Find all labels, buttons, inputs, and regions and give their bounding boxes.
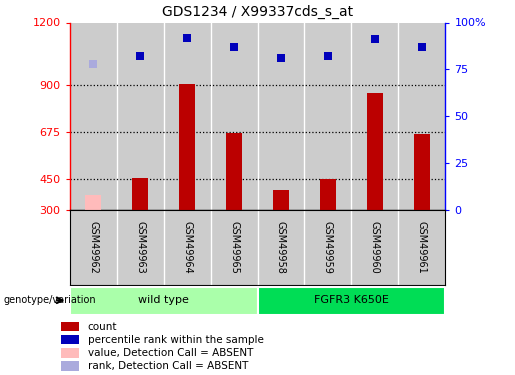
Bar (352, 22, 399, 210)
Bar (352, 210, 399, 285)
Bar (367, 93, 383, 210)
Bar (70, 22, 116, 210)
Bar (164, 22, 211, 210)
Text: wild type: wild type (138, 295, 189, 305)
Text: GSM49962: GSM49962 (88, 221, 98, 274)
Bar (399, 22, 445, 210)
Bar (414, 134, 430, 210)
Point (418, 44, 426, 50)
Point (230, 44, 238, 50)
Text: GSM49965: GSM49965 (229, 221, 239, 274)
Bar (304, 22, 352, 210)
Bar (61, 322, 79, 332)
Bar (116, 22, 164, 210)
Bar (258, 22, 304, 210)
Bar (258, 210, 304, 285)
Bar (61, 335, 79, 345)
Text: FGFR3 K650E: FGFR3 K650E (314, 295, 389, 305)
Text: GSM49958: GSM49958 (276, 221, 286, 274)
Point (136, 53, 144, 59)
Bar (211, 22, 258, 210)
Text: rank, Detection Call = ABSENT: rank, Detection Call = ABSENT (88, 361, 248, 371)
Bar (399, 210, 445, 285)
Bar (132, 178, 148, 210)
Point (277, 55, 285, 61)
Text: count: count (88, 322, 117, 332)
Bar (61, 348, 79, 358)
Bar (320, 179, 336, 210)
Bar (70, 286, 258, 315)
Bar (116, 210, 164, 285)
Bar (85, 195, 101, 210)
Text: GSM49963: GSM49963 (135, 221, 145, 274)
Point (324, 53, 332, 59)
Bar (304, 210, 352, 285)
Point (89, 61, 97, 67)
Bar (273, 190, 289, 210)
Text: GSM49959: GSM49959 (323, 221, 333, 274)
Title: GDS1234 / X99337cds_s_at: GDS1234 / X99337cds_s_at (162, 4, 353, 19)
Text: GSM49961: GSM49961 (417, 221, 427, 274)
Text: GSM49960: GSM49960 (370, 221, 380, 274)
Point (371, 36, 379, 42)
Bar (226, 133, 242, 210)
Text: GSM49964: GSM49964 (182, 221, 192, 274)
Text: value, Detection Call = ABSENT: value, Detection Call = ABSENT (88, 348, 253, 358)
Point (183, 34, 191, 40)
Bar (61, 361, 79, 371)
Bar (179, 84, 195, 210)
Bar (164, 210, 211, 285)
Text: percentile rank within the sample: percentile rank within the sample (88, 335, 264, 345)
Bar (258, 286, 445, 315)
Bar (70, 210, 116, 285)
Text: genotype/variation: genotype/variation (4, 295, 96, 305)
Bar (211, 210, 258, 285)
